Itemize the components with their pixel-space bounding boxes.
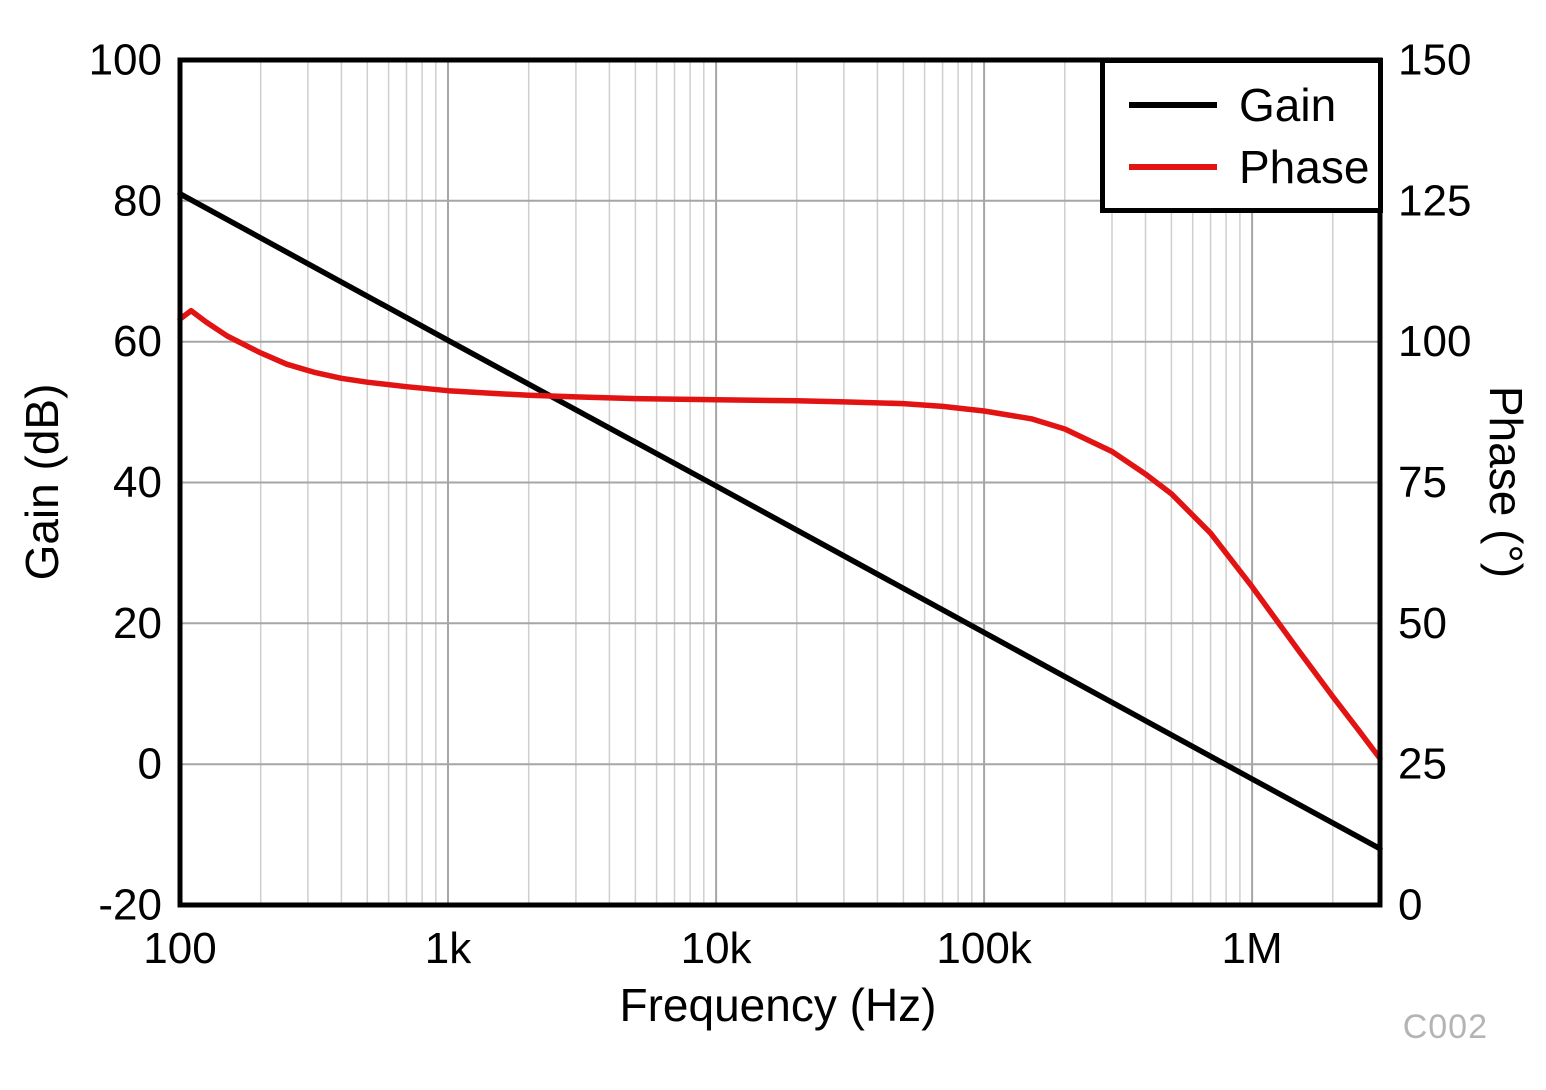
plot-border — [177, 57, 1383, 908]
legend: Gain Phase — [1100, 58, 1383, 213]
y-right-tick-label: 150 — [1398, 36, 1471, 85]
y-left-tick-label: 100 — [89, 36, 162, 85]
left-axis-title: Gain (dB) — [16, 383, 68, 581]
x-axis-title: Frequency (Hz) — [619, 979, 937, 1031]
y-left-tick-label: 80 — [113, 176, 162, 225]
y-right-tick-label: 25 — [1398, 740, 1447, 789]
legend-item-phase: Phase — [1129, 144, 1378, 190]
y-left-tick-label: 40 — [113, 458, 162, 507]
legend-label-gain: Gain — [1239, 78, 1337, 131]
y-right-tick-label: 100 — [1398, 317, 1471, 366]
x-tick-label: 10k — [681, 924, 753, 973]
x-tick-label: 1M — [1222, 924, 1283, 973]
legend-label-phase: Phase — [1239, 140, 1370, 193]
gain-line-swatch — [1129, 101, 1217, 108]
phase-line-swatch — [1129, 163, 1217, 170]
y-right-tick-label: 50 — [1398, 599, 1447, 648]
y-right-tick-label: 0 — [1398, 881, 1422, 930]
y-left-tick-label: 20 — [113, 599, 162, 648]
series-line-gain — [177, 191, 1383, 852]
series-line-phase — [177, 307, 1383, 762]
y-left-tick-label: 60 — [113, 317, 162, 366]
y-right-tick-label: 125 — [1398, 176, 1471, 225]
y-left-tick-label: -20 — [98, 881, 162, 930]
chart-code: C002 — [1402, 1008, 1488, 1046]
right-axis-title: Phase (°) — [1480, 385, 1532, 579]
x-tick-label: 1k — [425, 924, 472, 973]
x-tick-label: 100k — [936, 924, 1032, 973]
y-left-tick-label: 0 — [138, 740, 162, 789]
y-right-tick-label: 75 — [1398, 458, 1447, 507]
x-tick-label: 100 — [143, 924, 216, 973]
legend-item-gain: Gain — [1129, 82, 1378, 128]
